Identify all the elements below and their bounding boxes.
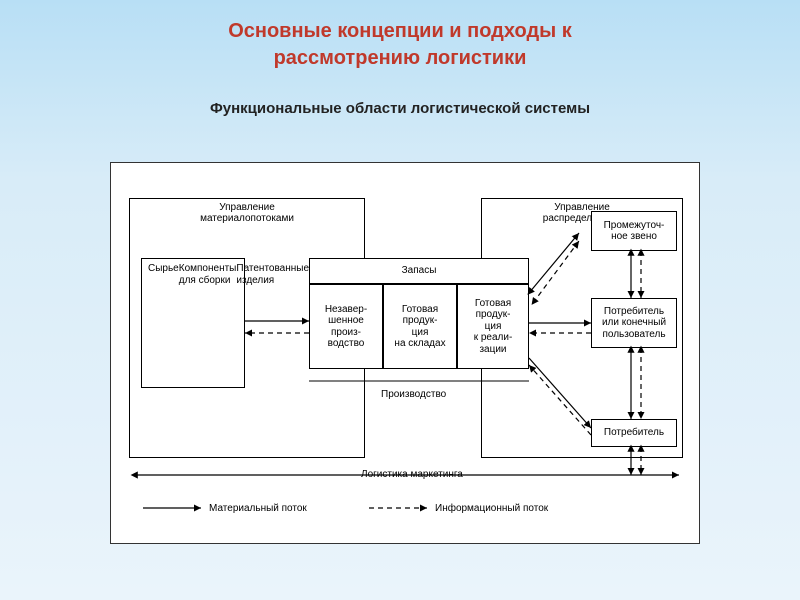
stocks-cell-1: Готовая продук- ция на складах — [383, 284, 457, 369]
page-title: Основные концепции и подходы к рассмотре… — [0, 0, 800, 72]
label-material-flow: Материальный поток — [209, 503, 307, 514]
stocks-cell-2: Готовая продук- ция к реали- зации — [457, 284, 529, 369]
diagram-frame: Управление материалопотоками Управление … — [110, 162, 700, 544]
label-info-flow: Информационный поток — [435, 503, 548, 514]
raw-materials-box: СырьеКомпоненты для сборкиПатентованные … — [141, 258, 245, 388]
stocks-header: Запасы — [309, 258, 529, 284]
consumer-box: Потребитель — [591, 419, 677, 447]
stocks-cell-0: Незавер- шенное произ- водство — [309, 284, 383, 369]
title-line1: Основные концепции и подходы к — [0, 18, 800, 45]
end-user-box: Потребитель или конечный пользователь — [591, 298, 677, 348]
header-left: Управление материалопотоками — [129, 202, 365, 224]
subtitle: Функциональные области логистической сис… — [0, 100, 800, 117]
intermediate-box: Промежуточ- ное звено — [591, 211, 677, 251]
label-production: Производство — [381, 389, 446, 400]
title-line2: рассмотрению логистики — [0, 45, 800, 72]
label-marketing: Логистика маркетинга — [361, 469, 463, 480]
